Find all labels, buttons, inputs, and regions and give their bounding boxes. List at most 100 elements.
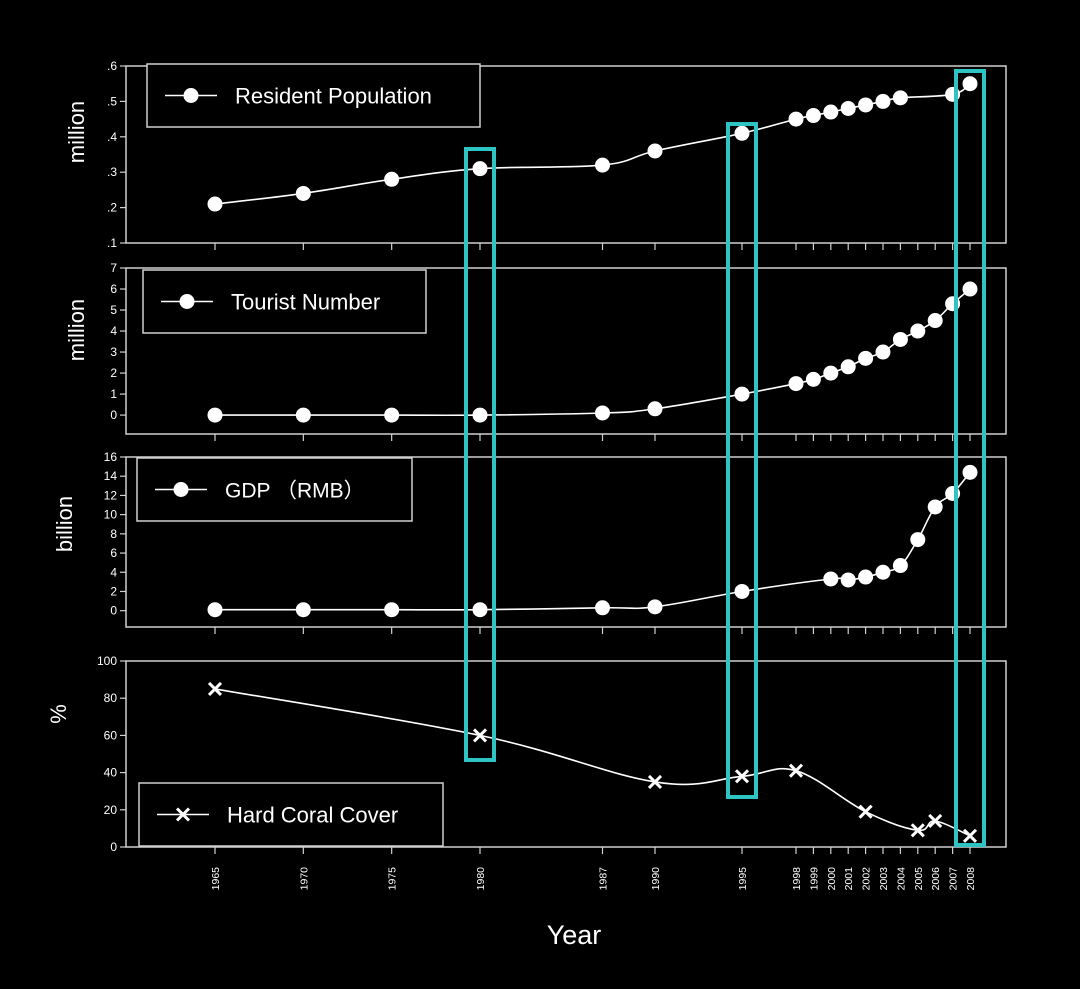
x-tick-label: 1998 [791, 867, 803, 891]
x-tick-label: 2003 [878, 867, 890, 891]
data-point-stroke [910, 823, 925, 838]
data-point [788, 376, 804, 392]
x-tick-label: 2004 [895, 867, 907, 891]
data-point [734, 125, 750, 141]
highlight-box [954, 69, 986, 847]
y-tick-label: 0 [110, 840, 117, 854]
highlight-box [464, 147, 496, 762]
y-tick-label: 7 [110, 261, 117, 275]
data-point [910, 323, 926, 339]
data-point [892, 331, 908, 347]
panel-frame [125, 65, 1007, 244]
data-point [647, 774, 663, 789]
data-point [207, 196, 223, 212]
data-point [384, 602, 400, 618]
panel-frame [125, 660, 1007, 848]
data-point [892, 558, 908, 574]
panel-frame [125, 456, 1007, 628]
x-tick-label: 2001 [843, 867, 855, 891]
data-point [384, 171, 400, 187]
x-tick-label: 1975 [387, 867, 399, 891]
y-tick-label: 16 [104, 450, 118, 464]
legend-label: GDP （RMB） [225, 480, 365, 503]
data-point [207, 407, 223, 423]
data-point [928, 813, 943, 829]
x-tick-label: 2006 [930, 867, 942, 891]
x-tick-label: 1995 [737, 867, 749, 891]
y-tick-label: .2 [107, 201, 117, 215]
data-point [384, 407, 400, 423]
legend-label: Hard Coral Cover [227, 803, 398, 828]
legend: GDP （RMB） [136, 457, 413, 522]
data-point-stroke [962, 828, 978, 843]
y-tick-label: 100 [97, 654, 117, 668]
data-point [647, 143, 663, 159]
data-point [858, 350, 874, 366]
data-point [910, 823, 925, 838]
x-tick-label: 2005 [913, 867, 925, 891]
data-point [840, 100, 856, 116]
y-tick-label: 4 [110, 565, 117, 579]
data-point [734, 386, 750, 402]
data-point [910, 532, 926, 548]
data-point-stroke [647, 774, 663, 789]
data-point-stroke [472, 728, 488, 743]
data-point [647, 401, 663, 417]
data-point-stroke [788, 763, 804, 778]
y-tick-label: 3 [110, 345, 117, 359]
data-point [823, 365, 839, 381]
x-tick-label: 2008 [965, 867, 977, 891]
x-axis-label: Year [547, 920, 602, 950]
data-point [962, 464, 978, 480]
data-point [207, 681, 223, 696]
y-tick-label: 5 [110, 303, 117, 317]
x-tick-label: 1999 [808, 867, 820, 891]
panel-frame [125, 267, 1007, 435]
y-tick-label: 12 [104, 488, 118, 502]
data-point [962, 828, 978, 843]
data-point [472, 728, 488, 743]
data-point-stroke [928, 813, 943, 829]
y-tick-label: 10 [104, 508, 118, 522]
legend-marker [179, 294, 195, 309]
data-point [472, 602, 488, 618]
y-tick-label: 60 [104, 728, 118, 742]
data-point [858, 804, 873, 819]
legend-marker [183, 88, 199, 103]
legend-marker [173, 482, 189, 497]
y-axis-label: billion [52, 496, 77, 552]
y-tick-label: 8 [110, 527, 117, 541]
data-point [858, 97, 874, 113]
data-point [892, 90, 908, 106]
data-point [207, 602, 223, 618]
y-tick-label: .5 [107, 94, 117, 108]
y-tick-label: 0 [110, 604, 117, 618]
y-tick-label: .1 [107, 236, 117, 250]
x-tick-label: 1987 [598, 867, 610, 891]
data-point-stroke [734, 769, 750, 784]
y-tick-label: 40 [104, 766, 118, 780]
y-tick-label: .6 [107, 59, 117, 73]
y-tick-label: 6 [110, 546, 117, 560]
panel-gdp: 0 2 4 6 8 10 12 14 16 billion GDP （RMB） [52, 450, 1007, 634]
data-point [734, 583, 750, 599]
legend: Hard Coral Cover [138, 782, 444, 847]
data-point [805, 371, 821, 387]
data-point-stroke [858, 804, 873, 819]
data-point [927, 313, 943, 329]
data-point [595, 405, 610, 421]
panel-tourists: 0 1 2 3 4 5 6 7 million Tourist Number [64, 261, 1007, 441]
panel-population: .1 .2 .3 .4 .5 .6 million Resident Population [64, 59, 1007, 250]
y-tick-label: .4 [107, 130, 117, 144]
data-point [734, 769, 750, 784]
x-tick-label: 2007 [948, 867, 960, 891]
y-axis-label: million [64, 299, 89, 361]
data-point [823, 104, 839, 120]
legend-label: Tourist Number [231, 290, 380, 315]
legend-label: Resident Population [235, 84, 432, 109]
data-point [962, 281, 978, 297]
data-point [788, 763, 804, 778]
y-tick-label: 6 [110, 282, 117, 296]
data-point [875, 564, 891, 580]
